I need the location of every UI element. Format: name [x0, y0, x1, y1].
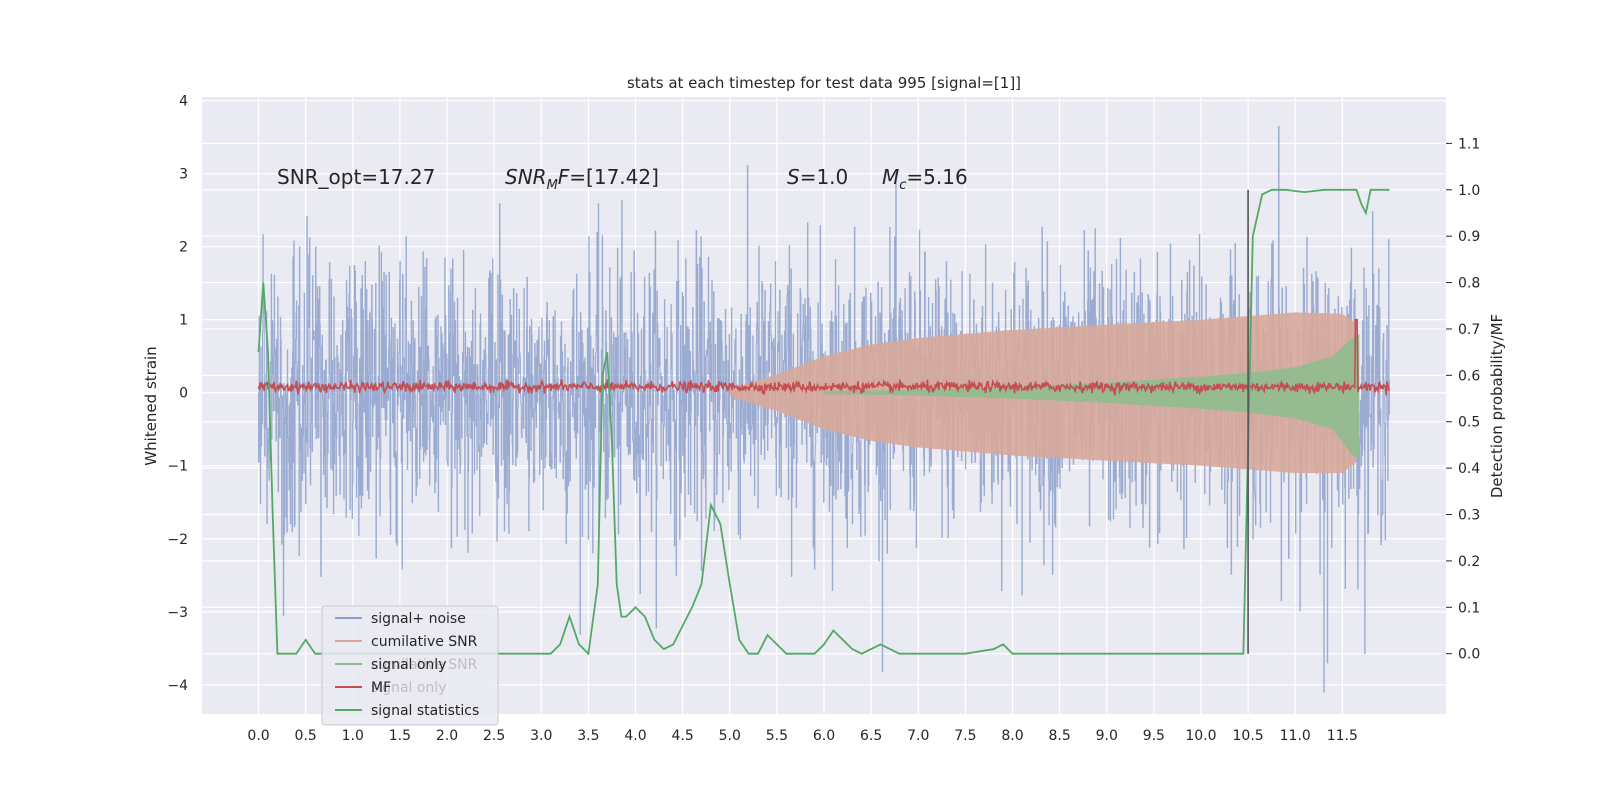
- x-tick-label: 11.0: [1280, 728, 1311, 744]
- x-tick-label: 8.0: [1001, 728, 1023, 744]
- annotation-s: S=1.0: [787, 165, 848, 189]
- y-right-tick-label: 0.6: [1458, 368, 1480, 384]
- legend: cumilative SNR signal only signal+ noise…: [321, 605, 499, 726]
- y-right-tick-label: 0.7: [1458, 322, 1480, 338]
- x-tick-label: 2.5: [483, 728, 505, 744]
- legend-label: MF: [371, 680, 391, 696]
- x-tick-label: 9.0: [1096, 728, 1118, 744]
- x-tick-label: 4.5: [672, 728, 694, 744]
- y-left-tick-label: −3: [167, 605, 188, 621]
- x-tick-label: 6.5: [860, 728, 882, 744]
- y-right-tick-label: 0.3: [1458, 508, 1480, 524]
- x-tick-label: 1.0: [342, 728, 364, 744]
- x-tick-label: 11.5: [1327, 728, 1358, 744]
- y-right-tick-label: 0.1: [1458, 600, 1480, 616]
- y-left-tick-label: 4: [179, 94, 188, 110]
- y-right-tick-label: 0.0: [1458, 647, 1480, 663]
- annotation-snr-mf-value: =[17.42]: [569, 165, 659, 189]
- x-axis-ticks: 0.0 0.5 1.0 1.5 2.0 2.5 3.0 3.5 4.0 4.5 5.0 5.5 6.0 6…: [247, 728, 1358, 744]
- x-tick-label: 7.5: [954, 728, 976, 744]
- x-tick-label: 8.5: [1048, 728, 1070, 744]
- y-left-tick-label: −2: [167, 532, 188, 548]
- annotation-s-value: =1.0: [800, 165, 849, 189]
- x-tick-label: 5.0: [719, 728, 741, 744]
- x-tick-label: 3.0: [530, 728, 552, 744]
- y-right-tick-label: 0.4: [1458, 461, 1480, 477]
- y-right-tick-label: 0.5: [1458, 415, 1480, 431]
- signal-only-envelope: [824, 334, 1360, 459]
- x-tick-label: 3.5: [577, 728, 599, 744]
- y-axis-right-label: Detection probability/MF: [1488, 314, 1506, 498]
- x-tick-label: 6.0: [813, 728, 835, 744]
- x-tick-label: 0.5: [295, 728, 317, 744]
- y-left-tick-label: −4: [167, 678, 188, 694]
- x-tick-label: 10.0: [1185, 728, 1216, 744]
- annotation-mc-sub: c: [899, 178, 906, 193]
- y-axis-right-ticks: 1.1 1.0 0.9 0.8 0.7 0.6 0.5 0.4 0.3 0.2 0.1 0.0: [1446, 136, 1480, 663]
- annotation-snr-mf-sub: M: [547, 178, 558, 193]
- annotation-snr-mf: SNRMF=[17.42]: [505, 165, 659, 193]
- x-tick-label: 2.0: [436, 728, 458, 744]
- x-tick-label: 1.5: [389, 728, 411, 744]
- x-tick-label: 9.5: [1143, 728, 1165, 744]
- legend-ghost-signal-only: signal only: [371, 680, 446, 696]
- y-left-tick-label: 2: [179, 240, 188, 256]
- annotation-mc-value: =5.16: [906, 165, 967, 189]
- x-tick-label: 0.0: [247, 728, 269, 744]
- annotation-snr-mf-main: SNR: [505, 165, 547, 189]
- annotation-mc: Mc=5.16: [882, 165, 968, 193]
- chart-title: stats at each timestep for test data 995…: [627, 74, 1021, 92]
- x-tick-label: 4.0: [624, 728, 646, 744]
- annotation-snr-mf-rest: F: [558, 165, 570, 189]
- x-tick-label: 10.5: [1233, 728, 1264, 744]
- y-axis-left-ticks: 4 3 2 1 0 −1 −2 −3 −4: [167, 94, 188, 694]
- y-right-tick-label: 0.8: [1458, 276, 1480, 292]
- legend-box: [321, 605, 499, 726]
- y-right-tick-label: 1.0: [1458, 183, 1480, 199]
- y-left-tick-label: 0: [179, 386, 188, 402]
- y-axis-left-label: Whitened strain: [142, 346, 160, 465]
- annotation-mc-label: M: [882, 165, 899, 189]
- y-left-tick-label: −1: [167, 459, 188, 475]
- annotation-s-label: S: [787, 165, 800, 189]
- legend-label: cumilative SNR: [371, 634, 478, 650]
- legend-ghost-cumilative-snr: cumilative SNR: [371, 657, 478, 673]
- legend-label: signal statistics: [371, 703, 479, 719]
- x-tick-label: 5.5: [766, 728, 788, 744]
- y-right-tick-label: 0.2: [1458, 554, 1480, 570]
- y-left-tick-label: 1: [179, 313, 188, 329]
- y-right-tick-label: 1.1: [1458, 136, 1480, 152]
- legend-label: signal only: [371, 657, 446, 673]
- series-signal-only: [824, 334, 1360, 459]
- y-right-tick-label: 0.9: [1458, 229, 1480, 245]
- x-tick-label: 7.0: [907, 728, 929, 744]
- series-mf: [257, 318, 1390, 396]
- y-left-tick-label: 3: [179, 167, 188, 183]
- mf-trace: [257, 318, 1390, 396]
- annotation-snr-opt: SNR_opt=17.27: [277, 165, 435, 189]
- annotations: SNR_opt=17.27 SNRMF=[17.42] S=1.0 Mc=5.1…: [277, 165, 968, 193]
- legend-label: signal+ noise: [371, 611, 466, 627]
